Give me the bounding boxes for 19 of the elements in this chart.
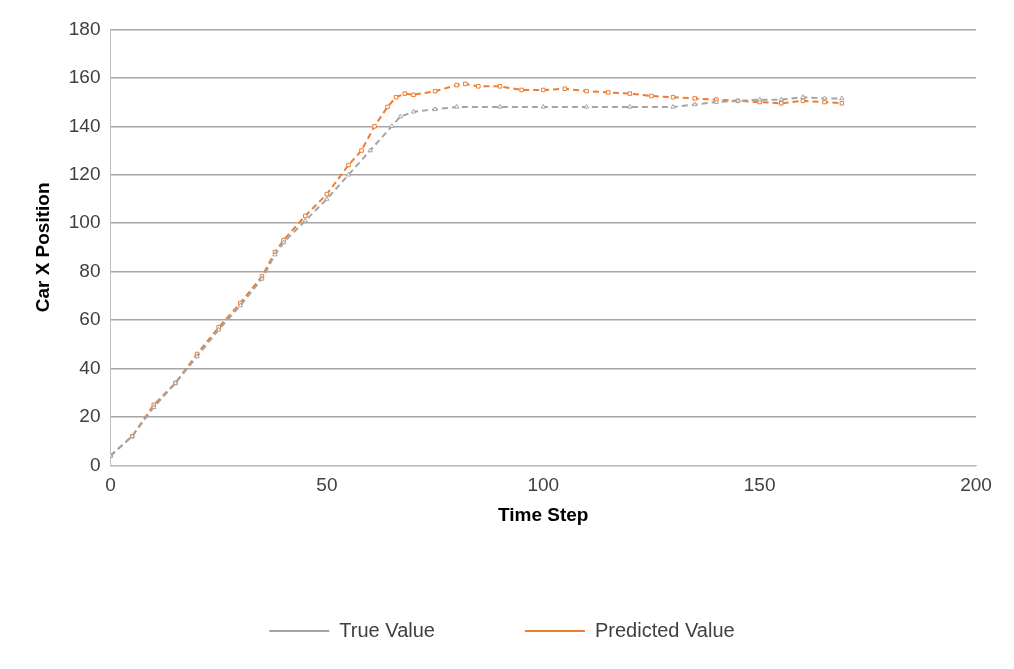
y-tick-label: 160 [68,66,101,88]
y-tick-label: 100 [68,211,101,233]
legend-label: True Value [339,618,435,641]
y-tick-label: 180 [68,17,101,39]
x-tick-label: 0 [105,474,116,496]
y-tick-label: 40 [79,356,101,378]
x-tick-label: 150 [743,474,776,496]
y-tick-label: 120 [68,162,101,184]
legend-label: Predicted Value [594,618,735,641]
y-axis-title: Car X Position [31,182,53,313]
y-tick-label: 60 [79,308,101,330]
x-tick-label: 200 [960,474,992,496]
y-tick-label: 140 [68,114,101,136]
x-tick-label: 100 [527,474,560,496]
y-tick-label: 20 [79,405,101,427]
x-tick-label: 50 [316,474,338,496]
x-axis-title: Time Step [498,503,589,525]
y-tick-label: 80 [79,259,101,281]
y-tick-label: 0 [89,453,101,475]
